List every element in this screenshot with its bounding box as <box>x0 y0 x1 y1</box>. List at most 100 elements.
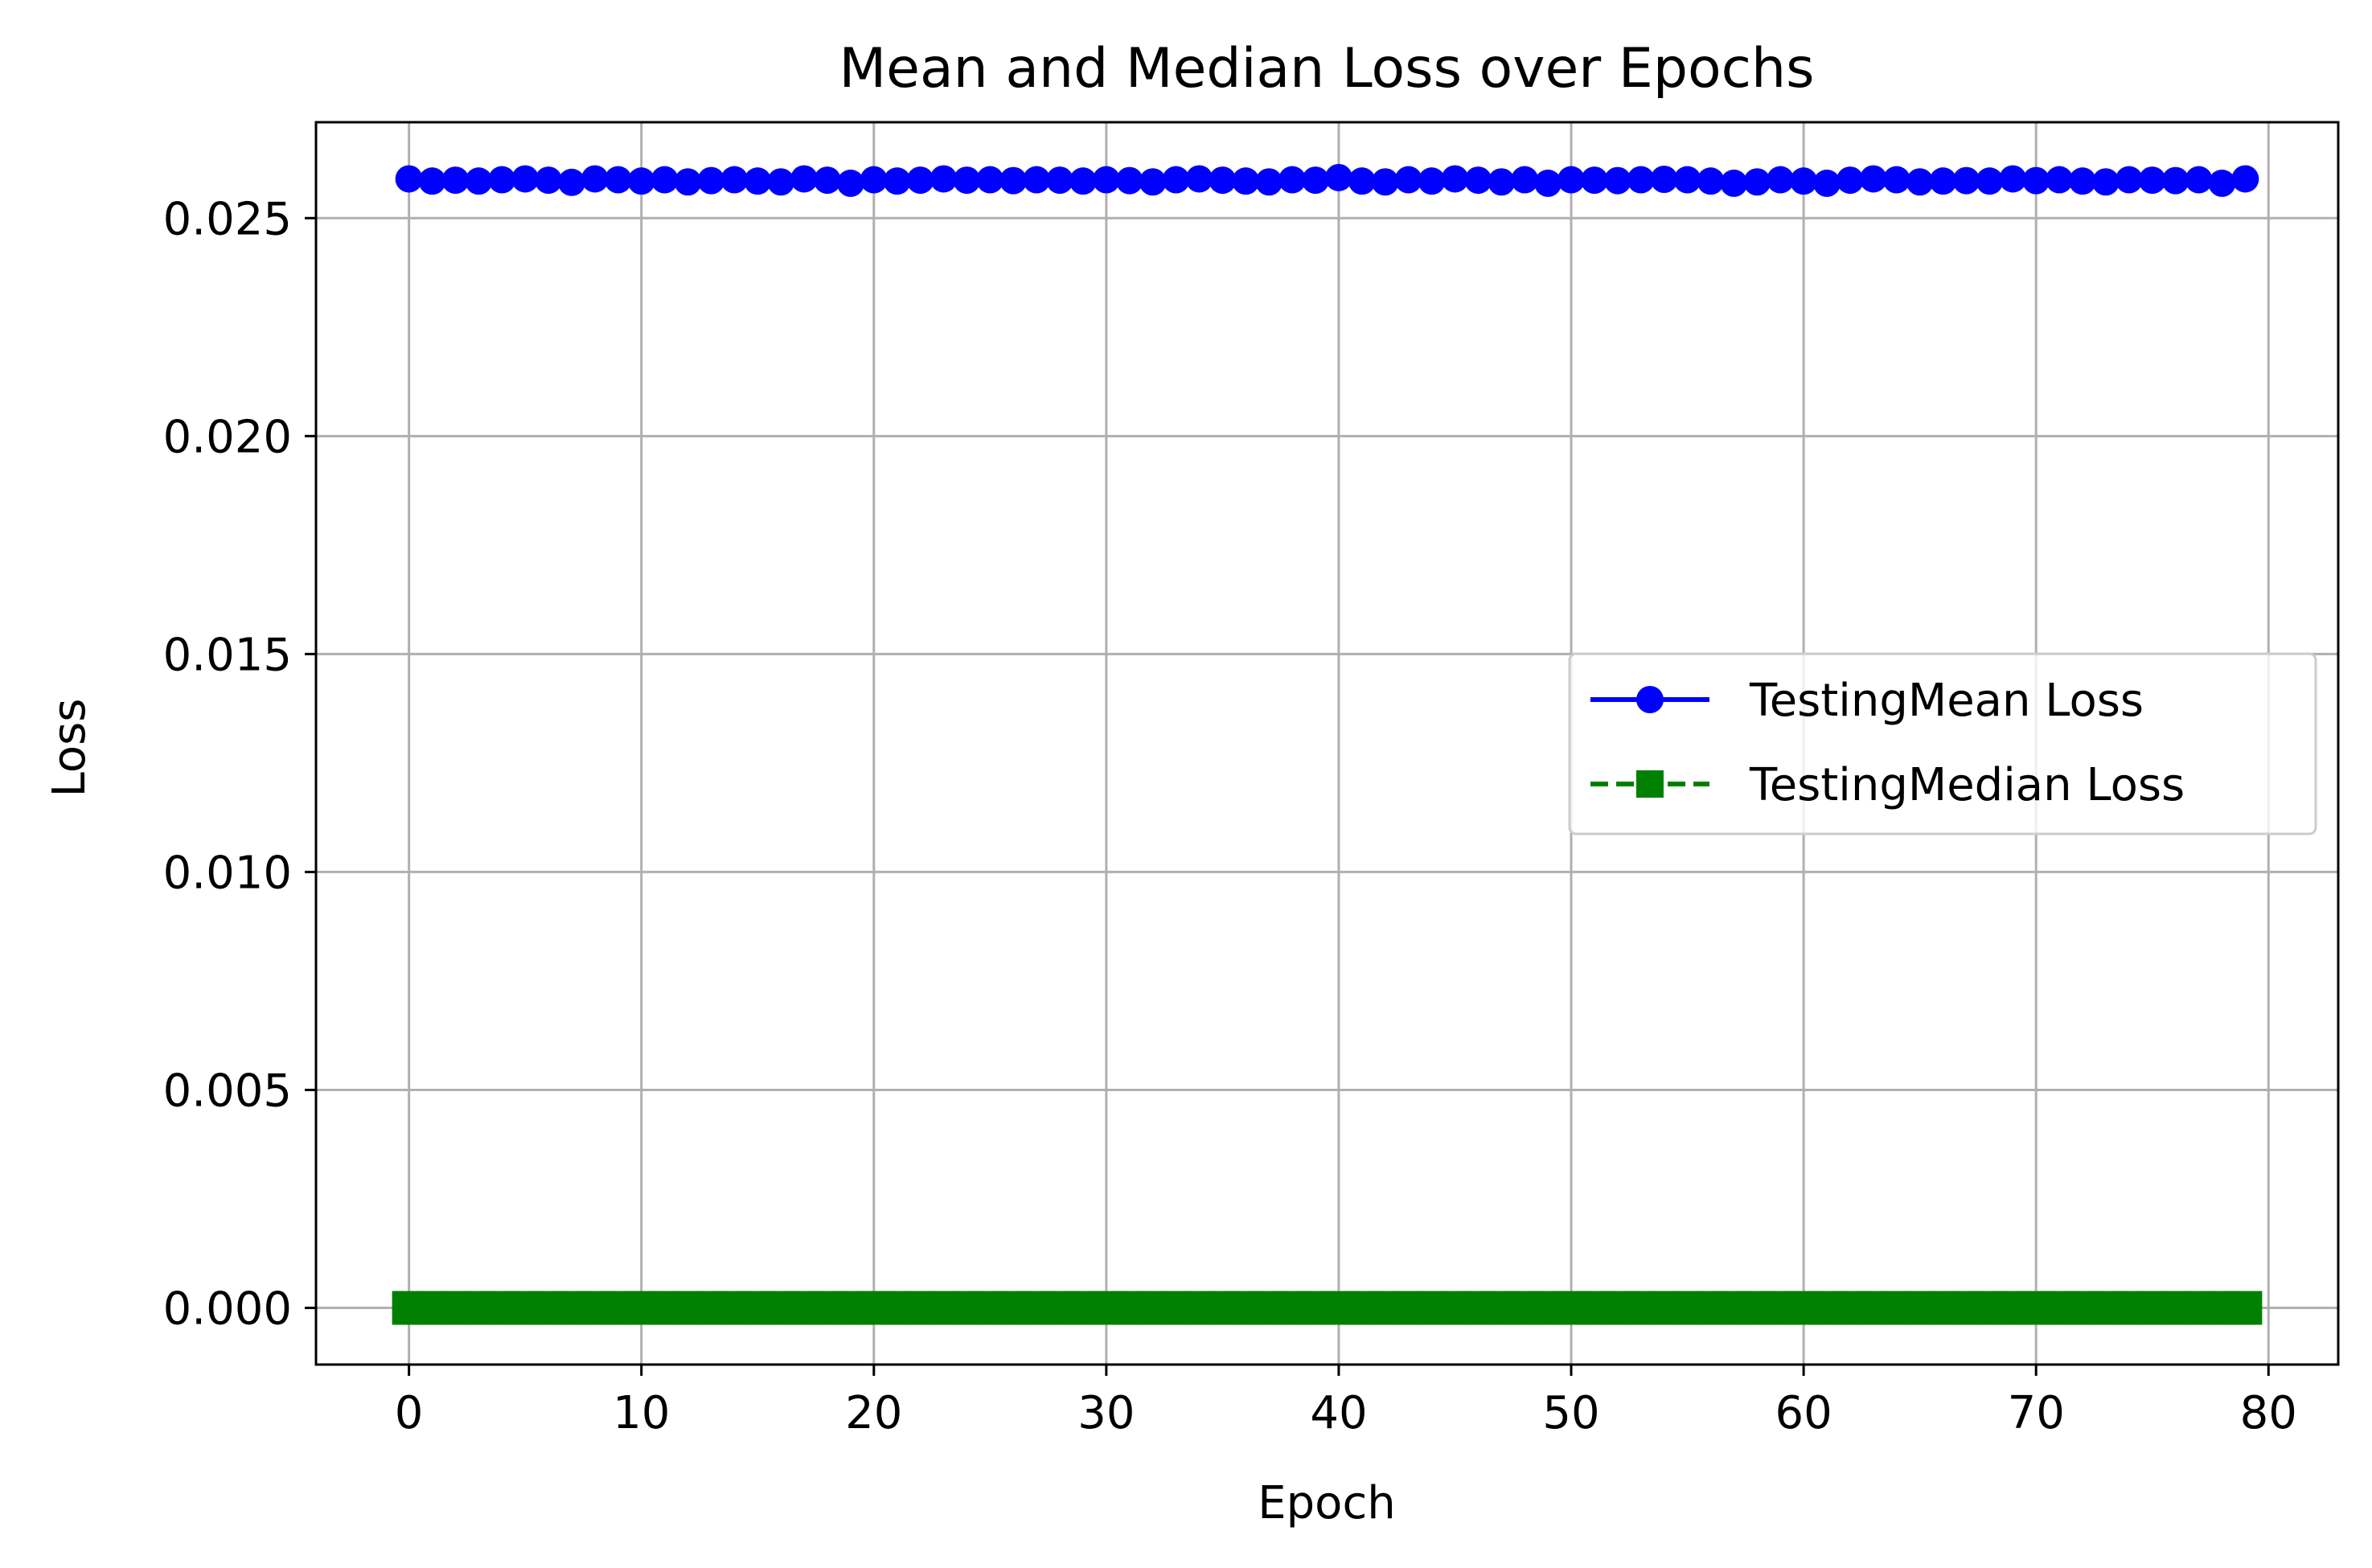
mean-loss-point <box>1627 166 1655 194</box>
x-tick-label: 70 <box>2008 1387 2065 1439</box>
mean-loss-point <box>953 166 981 195</box>
mean-loss-point <box>906 166 934 195</box>
mean-loss-point <box>790 165 819 193</box>
legend-frame <box>1568 652 2317 835</box>
mean-loss-point <box>1929 167 1957 195</box>
mean-loss-point <box>1906 168 1934 196</box>
legend-marker-circle <box>1636 686 1664 713</box>
x-tick-label: 20 <box>845 1387 902 1439</box>
mean-loss-point <box>1232 167 1260 195</box>
mean-loss-point <box>2138 166 2166 195</box>
chart-title: Mean and Median Loss over Epochs <box>839 37 1814 101</box>
mean-loss-point <box>1209 166 1237 195</box>
x-tick-label: 80 <box>2240 1387 2297 1439</box>
mean-loss-point <box>488 166 516 194</box>
mean-loss-point <box>604 166 632 194</box>
mean-loss-point <box>535 166 563 195</box>
mean-loss-point <box>2208 169 2236 197</box>
mean-loss-point <box>720 166 749 194</box>
y-tick-label: 0.005 <box>163 1065 292 1117</box>
mean-loss-point <box>1464 166 1492 195</box>
mean-loss-point <box>1603 166 1631 195</box>
mean-loss-point <box>1976 167 2004 195</box>
plot-frame <box>314 121 2340 1366</box>
mean-loss-point <box>1952 166 1980 195</box>
mean-loss-point <box>976 166 1004 194</box>
y-tick-label: 0.015 <box>163 629 292 681</box>
mean-loss-point <box>1767 166 1795 194</box>
mean-loss-point <box>930 165 958 193</box>
mean-loss-point <box>395 165 423 193</box>
mean-loss-point <box>465 167 493 195</box>
y-axis-label: Loss <box>43 699 96 798</box>
mean-loss-point <box>2091 168 2120 196</box>
y-tick-label: 0.025 <box>163 193 292 245</box>
legend-label-mean: TestingMean Loss <box>1749 675 2144 727</box>
mean-loss-point <box>511 165 540 193</box>
mean-loss-point <box>1697 167 1725 195</box>
mean-loss-point <box>1115 166 1143 195</box>
mean-loss-point <box>2185 166 2213 194</box>
mean-loss-point <box>697 166 725 195</box>
mean-loss-point <box>1720 169 1748 197</box>
mean-loss-point <box>441 166 470 195</box>
mean-loss-point <box>1302 166 1330 195</box>
mean-loss-point <box>1139 168 1167 196</box>
legend-entry-median: TestingMedian Loss <box>1590 759 2185 811</box>
mean-loss-point <box>418 167 446 195</box>
mean-loss-point <box>1255 168 1283 196</box>
mean-loss-point <box>1882 166 1910 194</box>
mean-loss-point <box>1650 166 1678 194</box>
mean-loss-point <box>1557 166 1586 194</box>
mean-loss-point <box>2046 166 2074 194</box>
mean-loss-point <box>1069 167 1097 195</box>
mean-loss-point <box>674 168 702 196</box>
x-tick-label: 10 <box>613 1387 670 1439</box>
mean-loss-point <box>581 165 609 193</box>
mean-loss-point <box>1790 167 1818 195</box>
mean-loss-point <box>2231 165 2259 193</box>
mean-loss-point <box>1441 165 1469 193</box>
median-loss-point <box>2228 1291 2263 1325</box>
mean-loss-point <box>1278 166 1307 194</box>
mean-loss-point <box>1999 165 2027 193</box>
mean-loss-point <box>813 166 841 195</box>
mean-loss-point <box>627 167 655 195</box>
mean-loss-point <box>1813 169 1841 197</box>
mean-loss-point <box>1488 168 1516 196</box>
mean-loss-point <box>1418 167 1446 195</box>
mean-loss-point <box>1185 165 1213 193</box>
mean-loss-point <box>1092 166 1120 194</box>
legend-marker-square <box>1636 770 1664 798</box>
mean-loss-point <box>1324 163 1352 191</box>
mean-loss-point <box>2115 166 2143 194</box>
mean-loss-point <box>1673 166 1701 194</box>
y-tick-label: 0.000 <box>163 1283 292 1336</box>
mean-loss-point <box>1162 166 1190 194</box>
mean-loss-point <box>1743 168 1771 196</box>
legend-label-median: TestingMedian Loss <box>1749 759 2185 811</box>
mean-loss-point <box>1394 166 1422 194</box>
mean-loss-point <box>2069 167 2097 195</box>
mean-loss-point <box>2022 166 2050 195</box>
mean-loss-point <box>1046 166 1074 195</box>
x-tick-label: 40 <box>1310 1387 1367 1439</box>
mean-loss-point <box>836 169 864 197</box>
x-tick-label: 60 <box>1775 1387 1832 1439</box>
mean-loss-point <box>999 166 1028 195</box>
mean-loss-point <box>1023 166 1051 194</box>
legend-entry-mean: TestingMean Loss <box>1590 675 2144 727</box>
mean-loss-point <box>2161 166 2189 195</box>
mean-loss-point <box>1371 168 1399 196</box>
x-tick-label: 0 <box>395 1387 424 1439</box>
mean-loss-point <box>1534 169 1562 197</box>
mean-loss-point <box>744 167 772 195</box>
x-axis-label: Epoch <box>1258 1477 1395 1529</box>
mean-loss-point <box>1511 166 1539 194</box>
mean-loss-point <box>767 168 795 196</box>
mean-loss-point <box>1859 165 1887 193</box>
mean-loss-point <box>883 167 911 195</box>
y-tick-label: 0.020 <box>163 411 292 463</box>
